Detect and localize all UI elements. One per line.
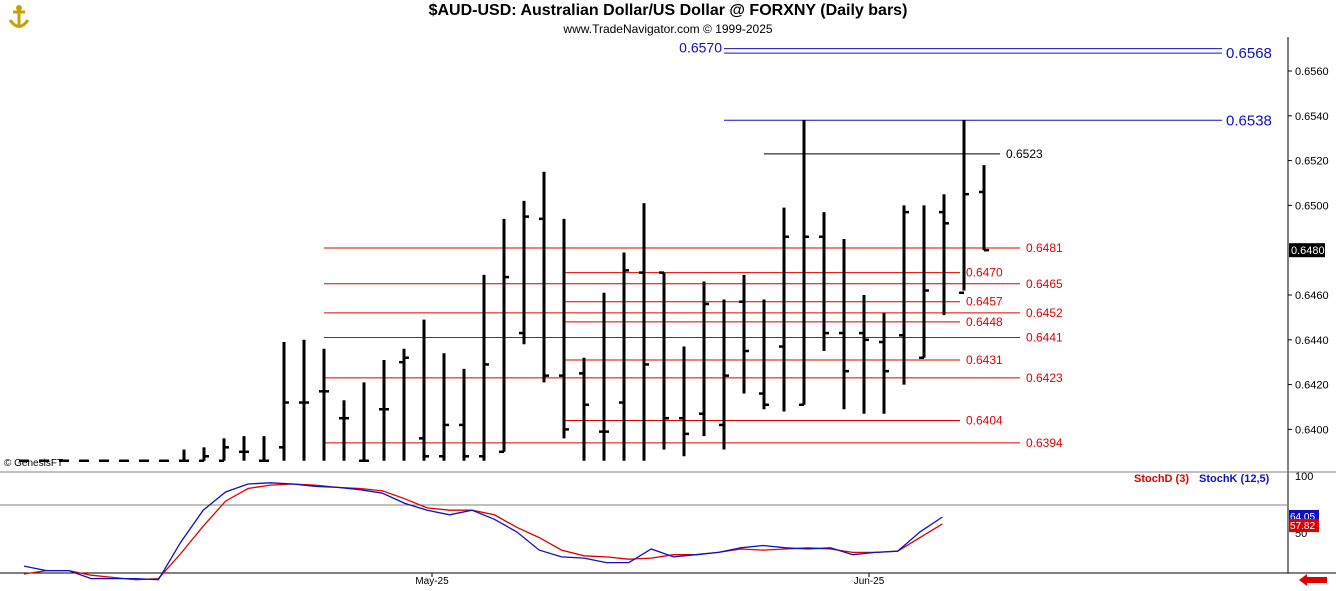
price-bar[interactable] xyxy=(599,292,609,461)
copyright-label: © GenesisFT xyxy=(4,458,64,469)
price-bar[interactable] xyxy=(359,382,369,463)
level-label: 0.6404 xyxy=(966,413,1003,427)
price-tick-label: 0.6560 xyxy=(1295,66,1329,78)
price-tick-label: 0.6440 xyxy=(1295,335,1329,347)
price-bar[interactable] xyxy=(899,205,909,385)
level-label: 0.6431 xyxy=(966,353,1003,367)
price-bar[interactable] xyxy=(439,353,449,461)
price-bar[interactable] xyxy=(279,342,289,461)
level-label: 0.6394 xyxy=(1026,436,1063,450)
price-bar[interactable] xyxy=(419,319,429,461)
stoch-series-line xyxy=(23,482,943,581)
date-tick-label: Jun-25 xyxy=(854,576,885,587)
stoch-d-value: 57.82 xyxy=(1290,521,1315,532)
price-bar[interactable] xyxy=(299,339,309,461)
price-bar[interactable] xyxy=(659,271,669,450)
stoch-d-marker xyxy=(1289,519,1319,533)
stoch-legend-entry: StochK (12,5) xyxy=(1199,473,1270,485)
price-bar[interactable] xyxy=(459,368,469,461)
price-bar[interactable] xyxy=(199,447,209,463)
date-tick-label: May-25 xyxy=(415,576,449,587)
price-bar[interactable] xyxy=(539,171,549,383)
level-label: 0.6481 xyxy=(1026,241,1063,255)
trade-navigator-logo-icon xyxy=(5,5,33,33)
stoch-legend-entry: StochD (3) xyxy=(1134,473,1189,485)
price-bar[interactable] xyxy=(819,212,829,351)
price-bar[interactable] xyxy=(239,436,249,461)
y-axis-panel xyxy=(1288,37,1336,574)
level-label: 0.6470 xyxy=(966,266,1003,280)
price-bar[interactable] xyxy=(839,239,849,410)
price-bar[interactable] xyxy=(179,449,189,463)
price-bar[interactable] xyxy=(319,348,329,461)
price-bar[interactable] xyxy=(979,165,989,252)
stoch-tick-label: 100 xyxy=(1295,471,1313,483)
scroll-left-arrow-icon[interactable] xyxy=(1298,573,1328,587)
level-label: 0.6448 xyxy=(966,315,1003,329)
last-price-marker xyxy=(1289,243,1325,258)
price-tick-label: 0.6540 xyxy=(1295,111,1329,123)
level-label: 0.6465 xyxy=(1026,277,1063,291)
price-bar[interactable] xyxy=(699,281,709,437)
price-bar[interactable] xyxy=(479,274,489,461)
level-label: 0.6568 xyxy=(1226,45,1272,62)
price-bar[interactable] xyxy=(559,218,569,439)
stoch-series-line xyxy=(23,483,943,581)
price-tick-label: 0.6400 xyxy=(1295,424,1329,436)
level-label: 0.6441 xyxy=(1026,331,1063,345)
price-bar[interactable] xyxy=(399,348,409,461)
chart-header: $AUD-USD: Australian Dollar/US Dollar @ … xyxy=(0,0,1336,37)
price-bar[interactable] xyxy=(739,274,749,394)
price-tick-label: 0.6460 xyxy=(1295,290,1329,302)
price-bar[interactable] xyxy=(719,299,729,450)
level-label: 0.6423 xyxy=(1026,371,1063,385)
price-tick-label: 0.6500 xyxy=(1295,200,1329,212)
price-tick-label: 0.6520 xyxy=(1295,156,1329,168)
stoch-k-value: 64.05 xyxy=(1290,512,1315,523)
price-bar[interactable] xyxy=(639,203,649,461)
level-label: 0.6457 xyxy=(966,295,1003,309)
chart-subtitle: www.TradeNavigator.com © 1999-2025 xyxy=(563,22,773,36)
price-bar[interactable] xyxy=(759,299,769,410)
price-tick-label: 0.6420 xyxy=(1295,380,1329,392)
level-label: 0.6570 xyxy=(679,40,722,56)
price-bar[interactable] xyxy=(519,200,529,345)
price-bar[interactable] xyxy=(259,436,269,463)
price-bar[interactable] xyxy=(679,346,689,457)
last-price-label: 0.6480 xyxy=(1291,245,1325,257)
price-bar[interactable] xyxy=(379,359,389,461)
price-bar[interactable] xyxy=(619,252,629,461)
level-label: 0.6523 xyxy=(1006,147,1043,161)
price-bar[interactable] xyxy=(879,312,889,414)
price-bar[interactable] xyxy=(799,120,809,407)
chart-title: $AUD-USD: Australian Dollar/US Dollar @ … xyxy=(428,2,908,19)
price-bar[interactable] xyxy=(959,120,969,295)
price-bar[interactable] xyxy=(499,218,509,454)
price-bar[interactable] xyxy=(939,194,949,316)
level-label: 0.6538 xyxy=(1226,112,1272,129)
price-bar[interactable] xyxy=(579,357,589,461)
price-bar[interactable] xyxy=(779,207,789,412)
price-bar[interactable] xyxy=(859,295,869,414)
price-bar[interactable] xyxy=(919,205,929,359)
price-bar[interactable] xyxy=(339,400,349,461)
price-bar[interactable] xyxy=(219,438,229,463)
level-label: 0.6452 xyxy=(1026,306,1063,320)
